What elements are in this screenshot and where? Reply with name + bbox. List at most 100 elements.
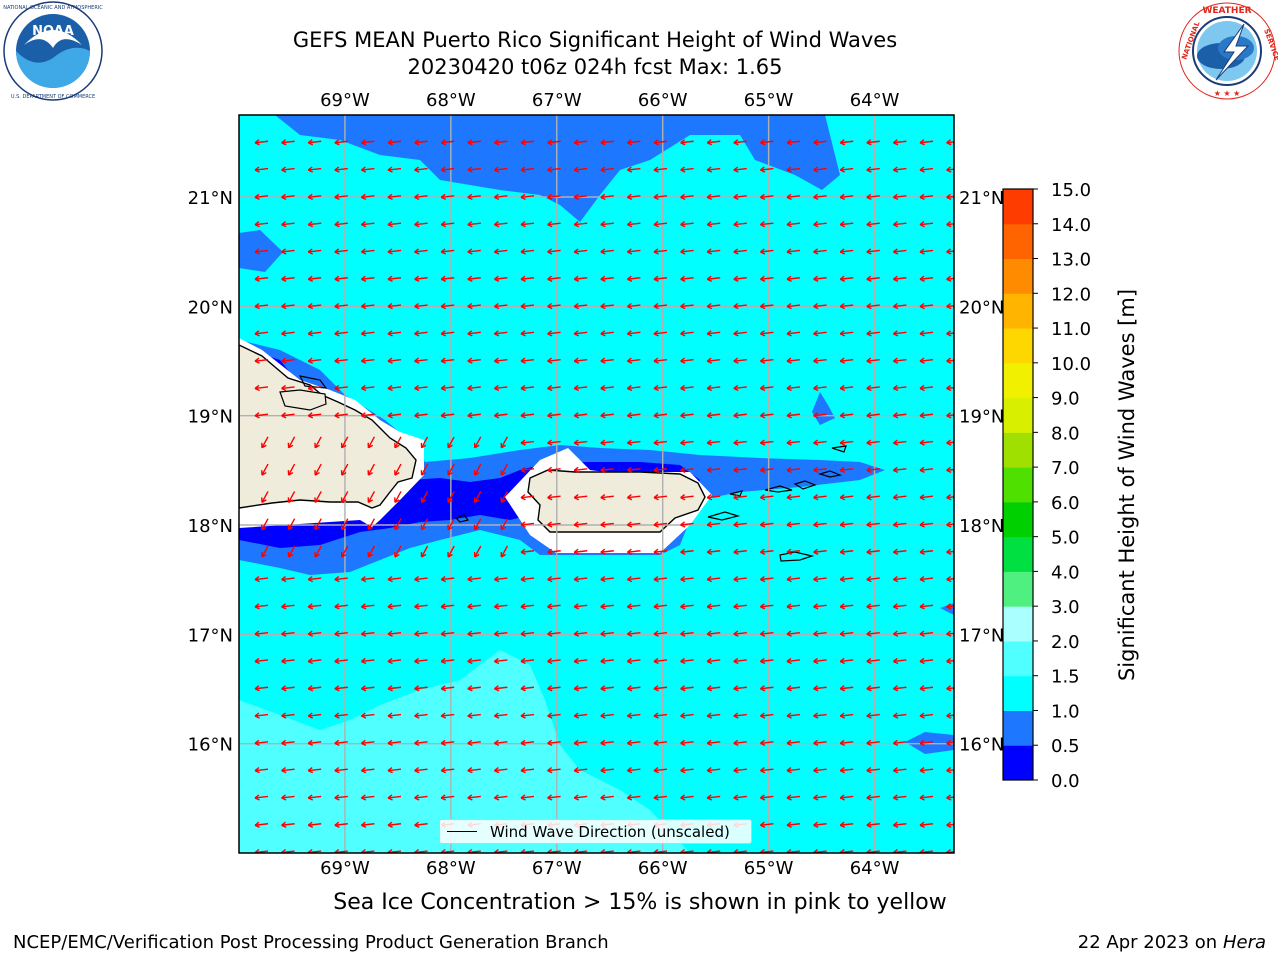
wave-direction-arrow — [600, 794, 614, 801]
wave-direction-arrow — [759, 384, 774, 392]
wave-direction-arrow — [839, 794, 854, 801]
wave-direction-arrow — [733, 466, 747, 474]
wave-direction-arrow — [706, 603, 721, 610]
wave-direction-arrow — [706, 302, 721, 310]
wave-direction-arrow — [573, 439, 588, 446]
wave-direction-arrow — [680, 630, 694, 637]
wave-direction-arrow — [892, 821, 907, 828]
caption: Sea Ice Concentration > 15% is shown in … — [333, 890, 947, 915]
wave-direction-arrow — [414, 603, 428, 610]
colorbar-tick-label: 12.0 — [1051, 284, 1091, 305]
wave-direction-arrow — [626, 767, 641, 774]
wave-direction-arrow — [360, 575, 375, 583]
wave-direction-arrow — [892, 466, 907, 474]
wave-direction-arrow — [440, 166, 455, 173]
wave-direction-arrow — [919, 712, 934, 719]
wave-direction-arrow — [493, 685, 508, 692]
wave-direction-arrow — [307, 575, 322, 583]
colorbar-tick-label: 9.0 — [1051, 389, 1080, 410]
wave-direction-arrow — [573, 330, 588, 337]
wave-direction-arrow — [786, 494, 801, 501]
lon-label-top: 67°W — [532, 90, 582, 111]
wave-direction-arrow — [653, 630, 668, 637]
colorbar-tick-label: 0.0 — [1051, 771, 1080, 792]
wave-direction-arrow — [786, 739, 801, 747]
wave-direction-arrow — [813, 794, 827, 801]
wave-direction-arrow — [866, 548, 880, 555]
wave-direction-arrow — [281, 221, 295, 228]
wave-direction-arrow — [281, 685, 295, 692]
wave-direction-arrow — [440, 712, 455, 719]
wave-direction-arrow — [600, 439, 614, 446]
colorbar-tick-label: 7.0 — [1051, 458, 1080, 479]
wave-direction-arrow — [440, 221, 455, 228]
wave-direction-arrow — [680, 139, 694, 146]
wave-direction-arrow — [919, 302, 934, 310]
wave-direction-arrow — [467, 685, 481, 692]
wave-direction-arrow — [360, 712, 375, 719]
wave-direction-arrow — [706, 275, 721, 282]
wave-direction-arrow — [600, 302, 614, 310]
wave-direction-arrow — [759, 466, 774, 474]
map-area — [239, 115, 954, 853]
wave-direction-arrow — [493, 739, 508, 747]
wave-direction-arrow — [547, 384, 561, 392]
wave-direction-arrow — [626, 685, 641, 692]
wave-direction-arrow — [493, 330, 508, 337]
colorbar-segment — [1003, 606, 1033, 642]
wave-direction-arrow — [813, 357, 827, 364]
wave-direction-arrow — [467, 630, 481, 637]
wave-direction-arrow — [680, 166, 694, 173]
wave-direction-arrow — [281, 767, 295, 774]
wave-direction-arrow — [813, 821, 827, 828]
wave-direction-arrow — [447, 436, 455, 449]
wave-direction-arrow — [281, 193, 295, 201]
lat-label-right: 20°N — [959, 297, 1004, 318]
wave-direction-arrow — [866, 466, 880, 474]
wave-direction-arrow — [813, 330, 827, 337]
legend-label: Wind Wave Direction (unscaled) — [490, 823, 730, 841]
wave-direction-arrow — [919, 193, 934, 201]
wave-direction-arrow — [414, 821, 428, 828]
wave-direction-arrow — [946, 794, 954, 801]
lat-label-left: 18°N — [188, 516, 233, 537]
colorbar-segment — [1003, 640, 1033, 677]
wave-direction-arrow — [626, 384, 641, 392]
wave-direction-arrow — [706, 193, 721, 201]
wave-direction-arrow — [759, 275, 774, 282]
wave-direction-arrow — [547, 302, 561, 310]
wave-direction-arrow — [839, 275, 854, 282]
wave-direction-arrow — [626, 712, 641, 719]
wave-direction-arrow — [813, 521, 827, 528]
wave-direction-arrow — [866, 767, 880, 774]
colorbar-segment — [1003, 675, 1033, 711]
wave-direction-arrow — [653, 330, 668, 337]
wave-direction-arrow — [759, 821, 774, 828]
wave-direction-arrow — [387, 330, 402, 337]
lat-label-left: 17°N — [188, 625, 233, 646]
wave-direction-arrow — [493, 630, 508, 637]
wave-direction-arrow — [420, 518, 429, 531]
wave-direction-arrow — [493, 357, 508, 364]
colorbar-tick-label: 1.5 — [1051, 667, 1080, 688]
wave-direction-arrow — [520, 739, 535, 747]
wave-direction-arrow — [759, 603, 774, 610]
wave-direction-arrow — [254, 248, 269, 255]
wave-direction-arrow — [360, 193, 375, 201]
wave-direction-arrow — [360, 603, 375, 610]
wave-direction-arrow — [706, 548, 721, 555]
wave-direction-arrow — [813, 494, 827, 501]
wave-direction-arrow — [626, 739, 641, 747]
wave-direction-arrow — [813, 712, 827, 719]
wave-direction-arrow — [919, 275, 934, 282]
wave-direction-arrow — [866, 139, 880, 146]
wave-direction-arrow — [334, 685, 348, 692]
wave-direction-arrow — [866, 821, 880, 828]
wave-direction-arrow — [520, 302, 535, 310]
wave-direction-arrow — [520, 548, 535, 555]
lat-label-right: 16°N — [959, 735, 1004, 756]
wave-direction-arrow — [786, 384, 801, 392]
wave-direction-arrow — [786, 630, 801, 637]
wave-direction-arrow — [334, 275, 348, 282]
wave-direction-arrow — [287, 491, 296, 504]
